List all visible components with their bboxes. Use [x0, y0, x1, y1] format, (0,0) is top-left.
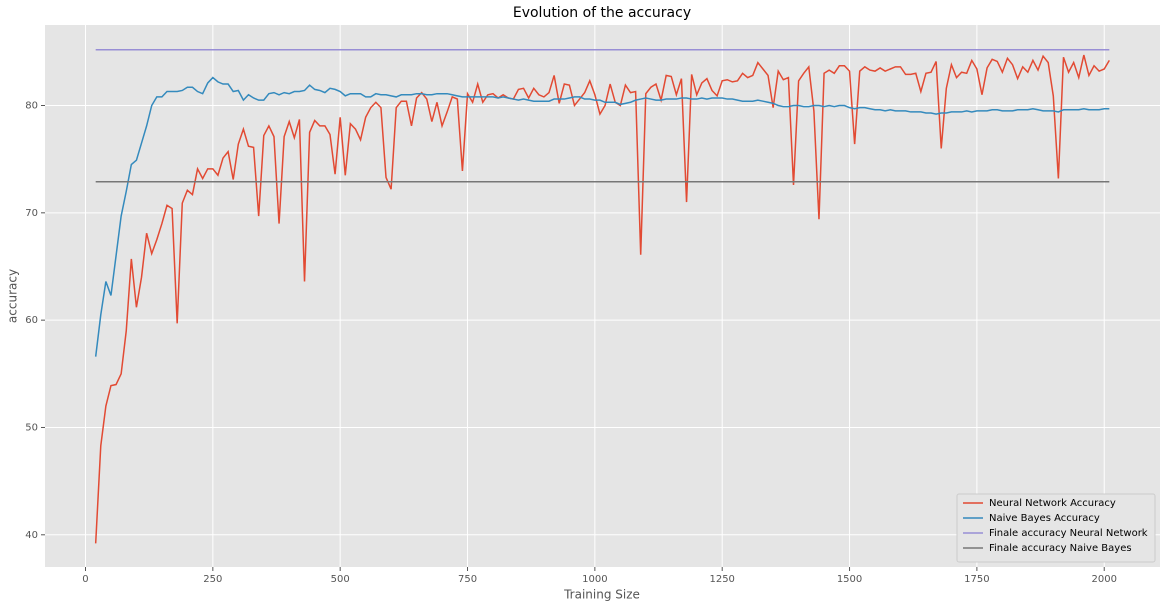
x-tick-label: 2000	[1091, 574, 1116, 585]
x-tick-label: 1000	[582, 574, 607, 585]
legend-label: Finale accuracy Naive Bayes	[989, 543, 1132, 554]
x-tick-label: 1500	[837, 574, 862, 585]
y-tick-label: 70	[25, 208, 38, 219]
legend-label: Finale accuracy Neural Network	[989, 528, 1148, 539]
x-tick-label: 0	[82, 574, 88, 585]
legend: Neural Network Accuracy Naive Bayes Accur…	[956, 493, 1156, 563]
x-tick-label: 250	[203, 574, 222, 585]
y-tick-label: 40	[25, 530, 38, 541]
x-tick-label: 1250	[709, 574, 734, 585]
series-line	[94, 76, 1110, 357]
plot-area	[45, 25, 1160, 567]
series-line	[94, 54, 1110, 544]
legend-label: Neural Network Accuracy	[989, 498, 1116, 509]
y-tick-label: 80	[25, 100, 38, 111]
x-tick-label: 500	[331, 574, 350, 585]
x-tick-label: 750	[458, 574, 477, 585]
legend-label: Naive Bayes Accuracy	[989, 513, 1100, 524]
y-tick-label: 50	[25, 422, 38, 433]
x-axis-label: Training Size	[563, 588, 640, 602]
y-axis-label: accuracy	[6, 269, 20, 323]
x-tick-label: 1750	[964, 574, 989, 585]
chart-title: Evolution of the accuracy	[513, 5, 691, 21]
y-tick-label: 60	[25, 315, 38, 326]
legend-box	[956, 493, 1156, 563]
